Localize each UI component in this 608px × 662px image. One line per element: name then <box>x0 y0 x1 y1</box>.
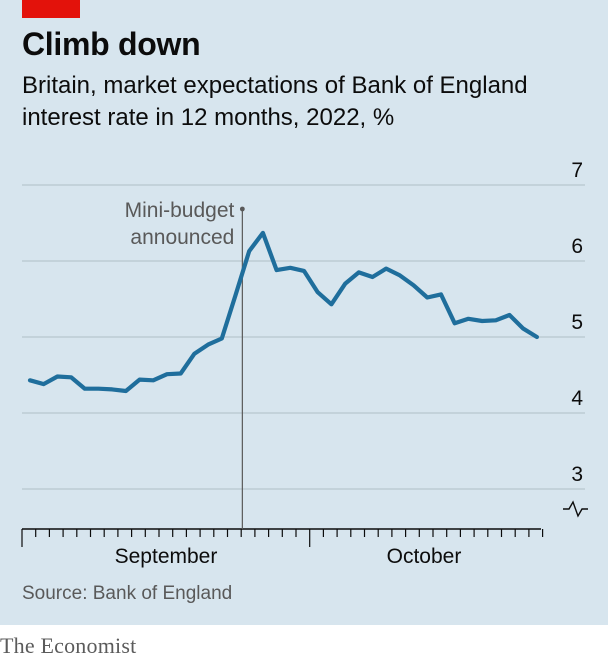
x-axis: September October <box>21 528 544 568</box>
y-tick-label-5: 5 <box>571 311 583 334</box>
x-month-label-october: October <box>387 545 462 568</box>
annotation: Mini-budget announced <box>125 199 245 529</box>
chart-title: Climb down <box>22 26 201 62</box>
line-chart: 3 4 5 6 7 September October Mini-budget announ… <box>21 159 588 568</box>
axis-break-mark <box>563 500 588 518</box>
y-tick-label-6: 6 <box>571 235 583 258</box>
y-tick-label-3: 3 <box>571 463 583 486</box>
y-tick-label-4: 4 <box>571 387 583 410</box>
economist-brand: The Economist <box>0 633 137 658</box>
y-axis-labels: 3 4 5 6 7 <box>563 159 588 518</box>
series-line <box>27 230 539 394</box>
annotation-label-line-2: announced <box>130 226 234 249</box>
brand-red-tag <box>22 0 80 18</box>
gridlines <box>22 184 585 490</box>
source-note: Source: Bank of England <box>22 583 233 604</box>
annotation-dot <box>239 206 245 212</box>
x-month-label-september: September <box>115 545 218 568</box>
chart-subtitle: Britain, market expectations of Bank of … <box>22 72 528 131</box>
annotation-label-line-1: Mini-budget <box>125 199 235 222</box>
chart-card: Climb down Britain, market expectations … <box>0 0 608 625</box>
y-tick-label-7: 7 <box>571 159 583 182</box>
series-group <box>27 230 539 394</box>
